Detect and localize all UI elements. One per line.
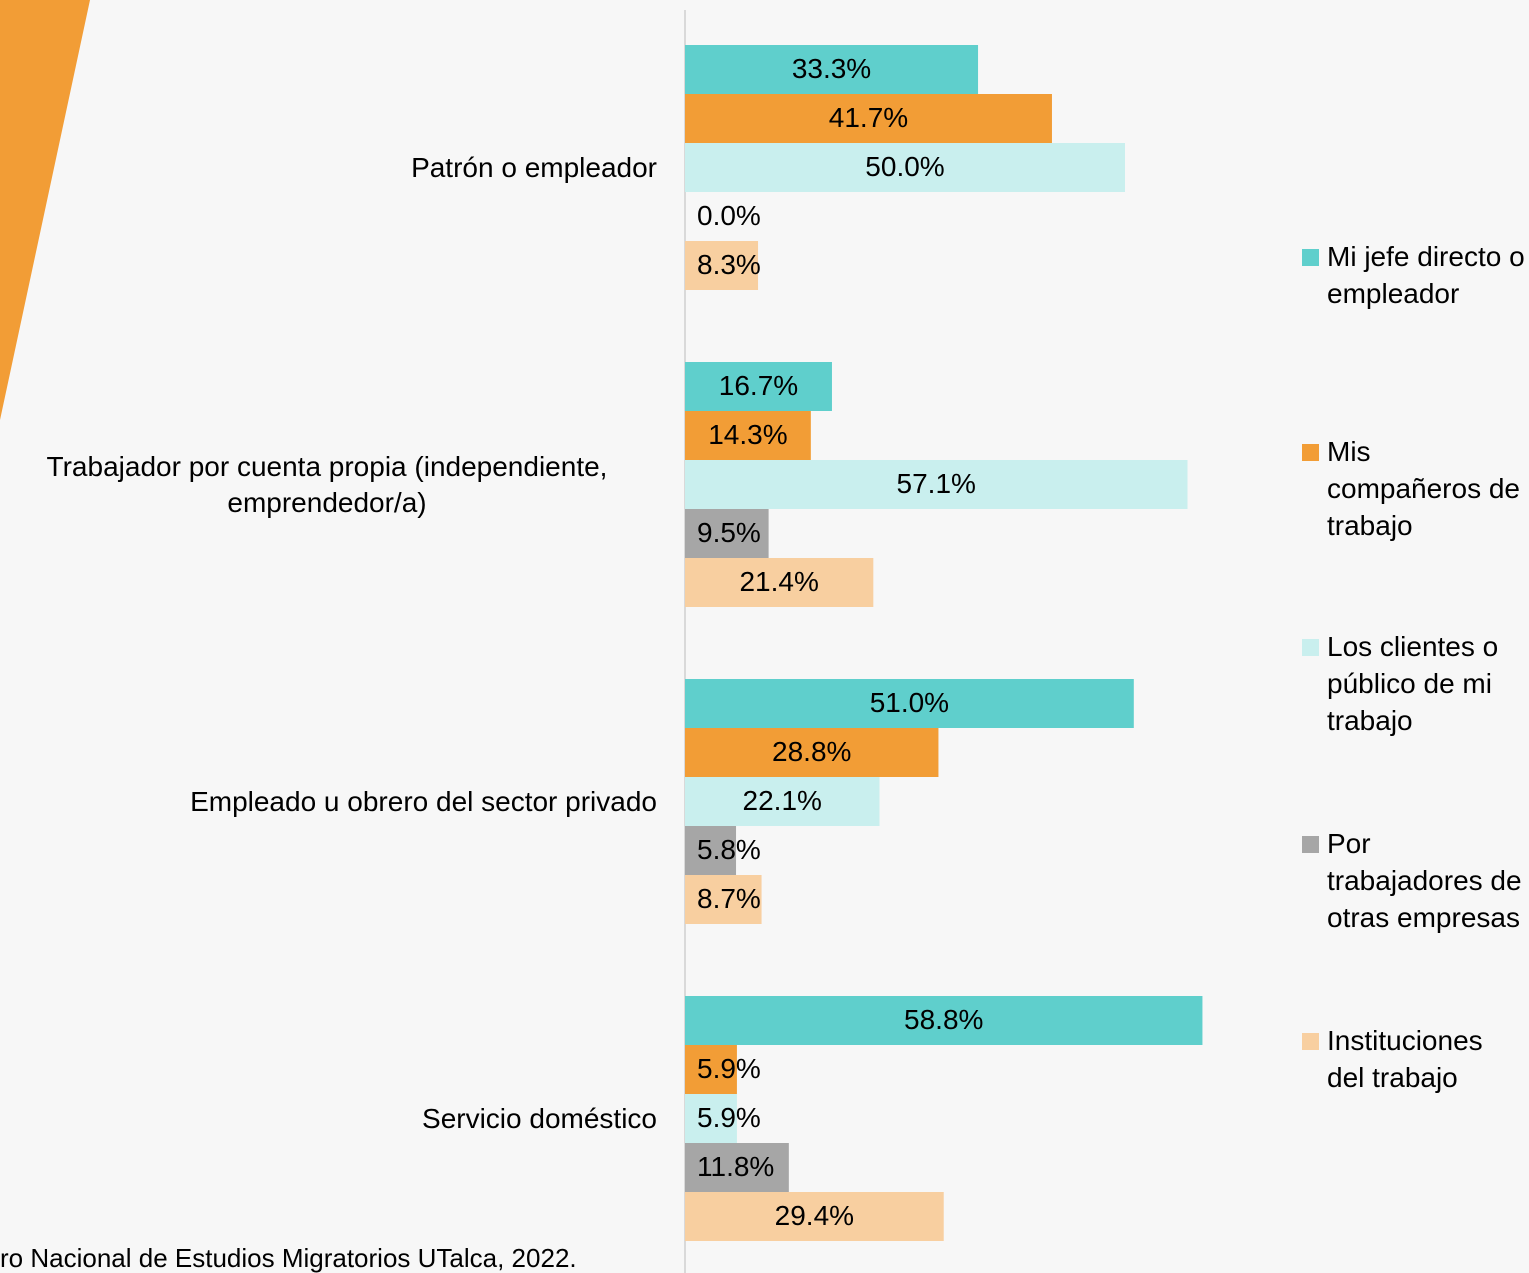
legend-swatch [1302,249,1319,266]
bar-value-label: 9.5% [697,517,761,548]
bar-value-label: 33.3% [792,53,871,84]
source-note: ro Nacional de Estudios Migratorios UTal… [0,1243,577,1273]
category-label: Trabajador por cuenta propia (independie… [0,449,657,521]
bar-value-label: 11.8% [697,1151,774,1182]
bar-value-label: 5.9% [697,1053,761,1084]
category-label: Empleado u obrero del sector privado [0,784,657,820]
bar-value-label: 8.3% [697,249,761,280]
bar-value-label: 14.3% [708,419,787,450]
bar-value-label: 21.4% [739,566,818,597]
chart-canvas: 33.3% 41.7% 50.0% 0.0% 8.3% 16.7% 14.3% 57.1% 9.… [0,0,1529,1273]
category-label: Patrón o empleador [0,150,657,186]
legend-label: Los clientes o público de mi trabajo [1327,628,1527,739]
legend-swatch [1302,444,1319,461]
legend-label: Mis compañeros de trabajo [1327,433,1527,544]
category-label: Servicio doméstico [0,1101,657,1137]
bar-value-label: 58.8% [904,1004,983,1035]
legend-swatch [1302,1033,1319,1050]
legend-label: Mi jefe directo o empleador [1327,238,1527,312]
category-text: Servicio doméstico [422,1101,657,1137]
legend-swatch [1302,836,1319,853]
category-text: Empleado u obrero del sector privado [190,784,657,820]
legend-label: Por trabajadores de otras empresas [1327,825,1527,936]
bar-value-label: 16.7% [719,370,798,401]
decoration [0,0,90,420]
category-text: Trabajador por cuenta propia (independie… [0,449,657,521]
category-text: Patrón o empleador [411,150,657,186]
legend-swatch [1302,639,1319,656]
bar-value-label: 22.1% [743,785,822,816]
chart: 33.3% 41.7% 50.0% 0.0% 8.3% 16.7% 14.3% 57.1% 9.… [0,0,1529,1273]
bar-value-label: 28.8% [772,736,851,767]
bar-value-label: 50.0% [865,151,944,182]
bar-value-label: 8.7% [697,883,761,914]
bar-value-label: 5.8% [697,834,761,865]
bar-value-label: 0.0% [697,200,761,231]
bar-value-label: 41.7% [829,102,908,133]
bar-value-label: 5.9% [697,1102,761,1133]
legend-label: Instituciones del trabajo [1327,1022,1527,1096]
bar-value-label: 29.4% [775,1200,854,1231]
bar-value-label: 51.0% [870,687,949,718]
bar-value-label: 57.1% [897,468,976,499]
